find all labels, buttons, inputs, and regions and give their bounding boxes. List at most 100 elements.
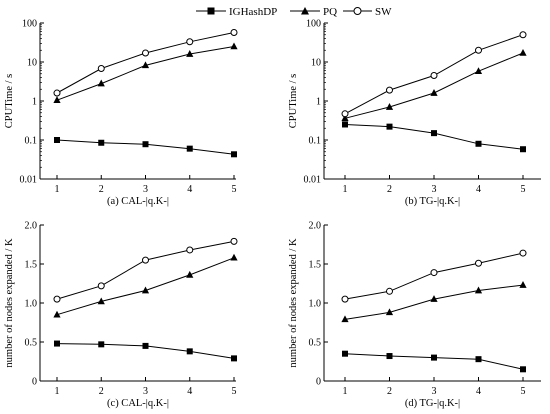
legend: IGHashDP PQ SW bbox=[196, 6, 392, 18]
data-point bbox=[385, 103, 394, 110]
x-tick-label: 3 bbox=[143, 184, 148, 195]
panel-caption: (d) TG-|q.K-| bbox=[405, 398, 460, 409]
y-axis-label: CPUTime / s bbox=[4, 74, 15, 128]
data-point bbox=[230, 29, 238, 37]
y-tick-label: 100 bbox=[306, 19, 321, 30]
series-sw bbox=[53, 29, 238, 97]
x-tick-label: 3 bbox=[143, 386, 148, 397]
data-point bbox=[386, 123, 393, 130]
data-point bbox=[186, 50, 194, 57]
y-axis-label: CPUTime / s bbox=[288, 74, 299, 128]
data-point bbox=[97, 65, 105, 73]
series-sw bbox=[53, 237, 238, 303]
data-point bbox=[142, 141, 149, 148]
y-tick-label: 0 bbox=[316, 377, 321, 388]
panel-caption: (b) TG-|q.K-| bbox=[405, 196, 460, 207]
panel-b: 0.01 0.1 1 10 100 1 2 3 4 5 CPUTime / s (b) TG-|q.K… bbox=[288, 19, 541, 207]
series-ighashdp bbox=[342, 121, 526, 153]
series-line-pq bbox=[56, 257, 235, 316]
data-point bbox=[431, 354, 437, 361]
x-tick-label: 5 bbox=[232, 184, 237, 195]
series-pq bbox=[341, 281, 527, 323]
x-tick-label: 5 bbox=[521, 386, 526, 397]
data-point bbox=[231, 151, 237, 158]
data-point bbox=[97, 282, 105, 290]
data-point bbox=[519, 49, 527, 56]
data-point bbox=[430, 295, 438, 302]
legend-entry-pq: PQ bbox=[290, 6, 337, 18]
data-point bbox=[53, 96, 61, 103]
x-tick-label: 2 bbox=[99, 184, 104, 195]
data-point bbox=[231, 355, 237, 362]
data-point bbox=[230, 253, 238, 261]
y-tick-label: 1.0 bbox=[25, 299, 38, 310]
y-tick-label: 2.0 bbox=[25, 221, 38, 232]
x-tick-label: 4 bbox=[476, 184, 481, 195]
y-tick-label: 1 bbox=[316, 97, 321, 108]
x-tick-label: 1 bbox=[55, 184, 60, 195]
x-tick-label: 4 bbox=[187, 386, 192, 397]
y-tick-label: 100 bbox=[22, 19, 37, 30]
x-tick-label: 3 bbox=[432, 184, 437, 195]
data-point bbox=[341, 114, 349, 122]
data-point bbox=[519, 31, 527, 39]
y-tick-label: 2.0 bbox=[309, 221, 322, 232]
legend-label-ighashdp: IGHashDP bbox=[229, 6, 277, 18]
x-tick-label: 2 bbox=[99, 386, 104, 397]
data-point bbox=[341, 110, 349, 118]
y-tick-label: 1.0 bbox=[309, 299, 322, 310]
series-line-pq bbox=[344, 52, 524, 119]
data-point bbox=[98, 139, 105, 146]
series-ighashdp bbox=[54, 137, 237, 158]
series-ighashdp bbox=[54, 340, 237, 362]
panel-d: 0 0.5 1.0 1.5 2.0 1 2 3 4 5 number of nodes expand… bbox=[288, 221, 541, 409]
x-tick-label: 1 bbox=[55, 386, 60, 397]
series-sw bbox=[341, 31, 527, 118]
series-line-sw bbox=[344, 252, 524, 300]
data-point bbox=[519, 249, 527, 257]
data-point bbox=[54, 340, 60, 347]
data-point bbox=[520, 146, 526, 153]
y-axis-label: number of nodes expanded / K bbox=[288, 238, 299, 368]
y-tick-label: 10 bbox=[311, 58, 321, 69]
y-tick-label: 1 bbox=[32, 97, 37, 108]
x-tick-label: 4 bbox=[476, 386, 481, 397]
data-point bbox=[430, 89, 438, 96]
data-point bbox=[430, 72, 438, 80]
y-tick-label: 0.5 bbox=[309, 338, 322, 349]
data-point bbox=[474, 67, 483, 75]
data-point bbox=[186, 348, 193, 355]
panel-a: 0.01 0.1 1 10 100 1 2 3 4 5 CPUTime / s (a) CAL-|q.… bbox=[4, 19, 238, 207]
data-point bbox=[475, 46, 482, 54]
series-pq bbox=[341, 49, 527, 122]
data-point bbox=[519, 281, 527, 288]
data-point bbox=[475, 259, 482, 267]
data-point bbox=[341, 295, 349, 303]
y-tick-label: 0.01 bbox=[20, 175, 38, 186]
y-tick-label: 0.1 bbox=[25, 136, 38, 147]
legend-entry-ighashdp: IGHashDP bbox=[196, 6, 277, 18]
data-point bbox=[475, 356, 482, 363]
data-point bbox=[53, 89, 61, 97]
legend-label-sw: SW bbox=[375, 6, 392, 18]
x-tick-label: 4 bbox=[187, 184, 192, 195]
data-point bbox=[341, 315, 349, 323]
data-point bbox=[53, 295, 61, 303]
series-pq bbox=[53, 253, 238, 318]
data-point bbox=[475, 140, 482, 147]
legend-marker-square bbox=[207, 7, 215, 15]
panel-c: 0 0.5 1.0 1.5 2.0 1 2 3 4 5 number of nodes expand… bbox=[4, 221, 238, 409]
y-tick-label: 0.1 bbox=[309, 136, 322, 147]
data-point bbox=[186, 270, 194, 278]
data-point bbox=[342, 350, 348, 357]
data-point bbox=[230, 42, 238, 50]
data-point bbox=[386, 353, 393, 360]
y-tick-label: 0.01 bbox=[304, 175, 322, 186]
panel-caption: (c) CAL-|q.K-| bbox=[107, 398, 169, 409]
series-pq bbox=[53, 42, 238, 103]
series-line-pq bbox=[344, 284, 524, 320]
legend-label-pq: PQ bbox=[323, 6, 337, 18]
data-point bbox=[97, 297, 105, 305]
y-tick-label: 0 bbox=[32, 377, 37, 388]
data-point bbox=[97, 79, 105, 87]
